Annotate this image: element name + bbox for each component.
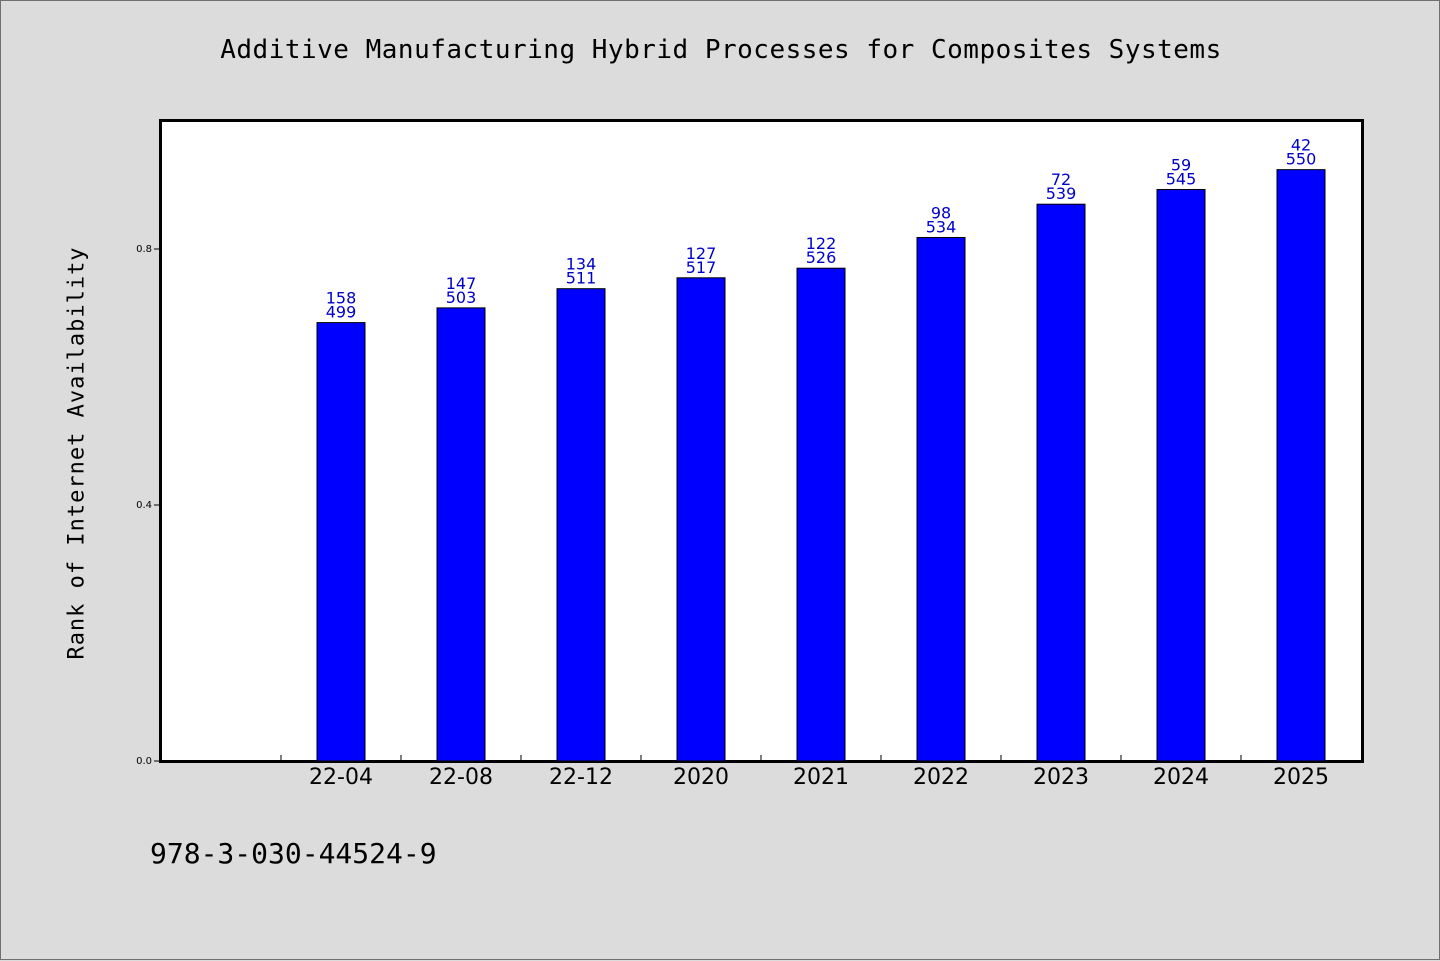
x-tick-label: 2022 [913, 765, 969, 790]
x-tick-label: 2021 [793, 765, 849, 790]
bar-label-top: 42 [1291, 136, 1311, 155]
bar-label-top: 158 [326, 289, 357, 308]
bar-label-bottom: 539 [1046, 184, 1077, 203]
x-tick-label: 2023 [1033, 765, 1089, 790]
x-tick-label: 22-08 [429, 765, 493, 790]
bar-label-bottom: 503 [446, 288, 477, 307]
bar-label-bottom: 526 [806, 248, 837, 267]
bar-label-top: 147 [446, 274, 477, 293]
bar [796, 267, 846, 762]
bar-label-bottom: 517 [686, 258, 717, 277]
bar-label-bottom: 545 [1166, 169, 1197, 188]
isbn-label: 978-3-030-44524-9 [150, 837, 437, 870]
bar-label-top: 134 [566, 255, 597, 274]
x-tick-label: 22-12 [549, 765, 613, 790]
bar-label-bottom: 550 [1286, 150, 1317, 169]
y-tick-label: 0.4 [136, 500, 152, 511]
bar-label-top: 98 [931, 203, 951, 222]
bar [676, 277, 726, 762]
bar-label-top: 59 [1171, 155, 1191, 174]
bar [1036, 203, 1086, 762]
y-axis: 0.0 0.4 0.8 [136, 244, 161, 767]
x-axis: 22-04 22-08 22-12 2020 2021 2022 2023 2024 2025 [280, 755, 1329, 790]
bar [916, 236, 966, 762]
bar-label-bottom: 534 [926, 217, 957, 236]
bar [316, 322, 366, 762]
bar-label-top: 72 [1051, 170, 1071, 189]
y-tick-label: 0.0 [136, 756, 152, 767]
bar-label-bottom: 511 [566, 269, 597, 288]
bar-label-top: 122 [806, 234, 837, 253]
bar [556, 288, 606, 762]
bar-label-bottom: 499 [326, 303, 357, 322]
bar [1276, 169, 1326, 762]
bar [1156, 188, 1206, 762]
bar [436, 307, 486, 762]
x-tick-label: 2025 [1273, 765, 1329, 790]
bars [316, 169, 1326, 762]
bar-label-top: 127 [686, 244, 717, 263]
chart-title: Additive Manufacturing Hybrid Processes … [220, 35, 1222, 65]
y-tick-label: 0.8 [136, 244, 152, 255]
x-tick-label: 2020 [673, 765, 729, 790]
x-tick-label: 22-04 [309, 765, 373, 790]
x-tick-label: 2024 [1153, 765, 1209, 790]
